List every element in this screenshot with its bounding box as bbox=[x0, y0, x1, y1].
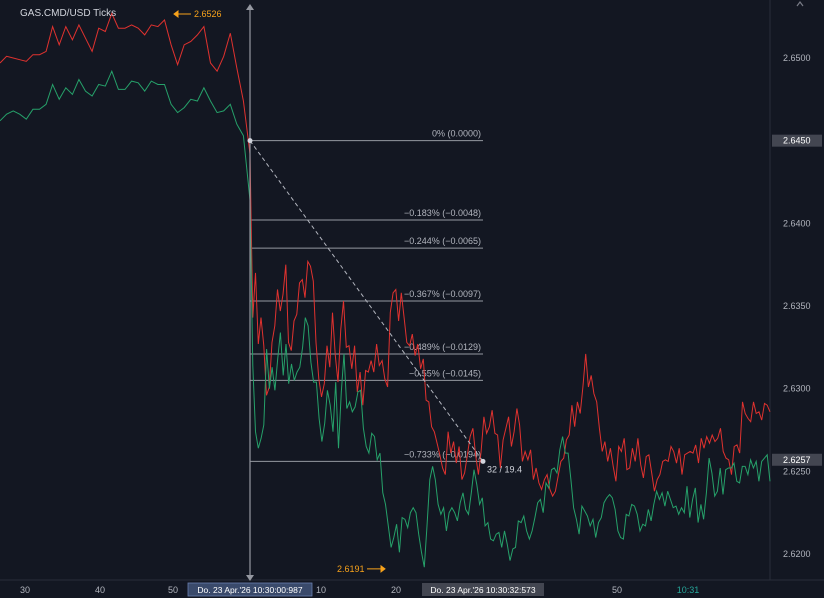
time-tick-label: 10 bbox=[316, 585, 326, 595]
fib-level-label: 0% (0.0000) bbox=[432, 129, 481, 139]
high-marker-label: 2.6526 bbox=[194, 9, 222, 19]
start-time-tag-label: Do. 23 Apr.'26 10:30:00:987 bbox=[197, 585, 302, 595]
fib-level-label: −0.244% (−0.0065) bbox=[404, 236, 481, 246]
trend-line[interactable] bbox=[249, 140, 484, 462]
fib-level-label: −0.55% (−0.0145) bbox=[409, 368, 481, 378]
time-tick-label: 40 bbox=[95, 585, 105, 595]
end-time-tag-label: Do. 23 Apr.'26 10:30:32:573 bbox=[430, 585, 535, 595]
ask-series-line bbox=[0, 12, 771, 498]
current-price-tag-label: 2.6450 bbox=[783, 136, 811, 146]
drawing-overlays[interactable]: 32 / 19.4 2.6526 2.6191 bbox=[173, 4, 522, 581]
fib-level-label: −0.489% (−0.0129) bbox=[404, 342, 481, 352]
fib-level-label: −0.733% (−0.0194) bbox=[404, 449, 481, 459]
series-lines bbox=[0, 12, 771, 568]
chevron-up-icon[interactable] bbox=[796, 0, 804, 8]
fib-level-label: −0.367% (−0.0097) bbox=[404, 289, 481, 299]
fibonacci-retracement[interactable]: 0% (0.0000) −0.183% (−0.0048) −0.244% (−0.… bbox=[250, 129, 483, 462]
fib-level-label: −0.183% (−0.0048) bbox=[404, 208, 481, 218]
price-tick-label: 2.6500 bbox=[783, 53, 811, 63]
last-price-tag[interactable] bbox=[772, 453, 822, 466]
arrow-down-icon bbox=[246, 575, 254, 581]
price-tick-label: 2.6300 bbox=[783, 384, 811, 394]
arrow-up-icon bbox=[246, 4, 254, 10]
price-tick-label: 2.6400 bbox=[783, 218, 811, 228]
price-axis[interactable]: 2.65002.64502.64002.63502.63002.62502.62… bbox=[772, 53, 822, 559]
time-tick-label: 20 bbox=[391, 585, 401, 595]
trend-start-handle[interactable] bbox=[247, 138, 253, 144]
price-tick-label: 2.6350 bbox=[783, 301, 811, 311]
last-price-tag-label: 2.6257 bbox=[783, 455, 811, 465]
bid-series-line bbox=[0, 69, 771, 568]
price-tick-label: 2.6250 bbox=[783, 466, 811, 476]
end-time-tag[interactable] bbox=[422, 583, 544, 596]
time-tick-label: 50 bbox=[168, 585, 178, 595]
time-tick-label: 10:31 bbox=[677, 585, 700, 595]
trend-end-handle[interactable] bbox=[480, 458, 486, 464]
low-marker-arrow-icon bbox=[367, 564, 386, 573]
time-tick-label: 30 bbox=[20, 585, 30, 595]
current-price-tag[interactable] bbox=[772, 134, 822, 147]
time-tick-label: 50 bbox=[612, 585, 622, 595]
high-marker-arrow-icon bbox=[173, 10, 191, 18]
low-marker-label: 2.6191 bbox=[337, 564, 365, 574]
start-time-tag[interactable] bbox=[187, 582, 313, 597]
price-tick-label: 2.6200 bbox=[783, 549, 811, 559]
measure-label: 32 / 19.4 bbox=[487, 464, 522, 474]
time-axis[interactable]: 30 40 50 10 20 50 10:31 Do. 23 Apr.'26 10:30:00… bbox=[20, 582, 700, 597]
symbol-title[interactable]: GAS.CMD/USD Ticks bbox=[20, 8, 117, 19]
